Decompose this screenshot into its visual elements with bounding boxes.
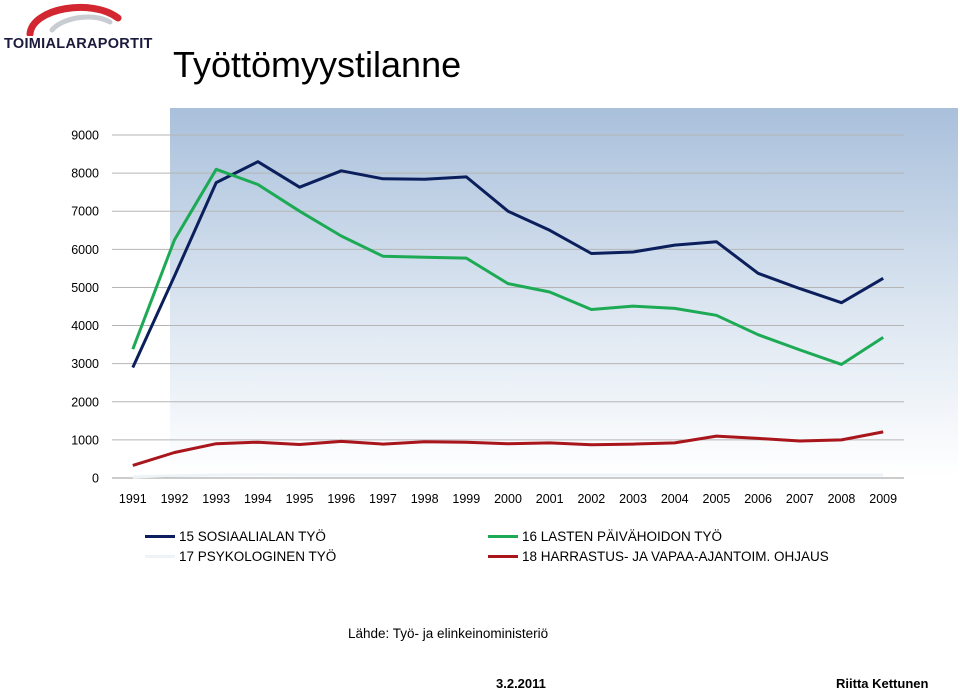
y-tick-label: 1000 bbox=[71, 433, 99, 447]
series-line-2 bbox=[131, 167, 885, 366]
legend-label: 16 LASTEN PÄIVÄHOIDON TYÖ bbox=[522, 528, 723, 544]
x-tick-label: 1997 bbox=[369, 492, 397, 506]
x-tick-label: 1992 bbox=[161, 492, 189, 506]
legend-label: 15 SOSIAALIALAN TYÖ bbox=[179, 528, 326, 544]
x-axis-ticks: 1991 1992 1993 1994 1995 1996 1997 1998 1999 2000… bbox=[119, 492, 897, 506]
x-tick-label: 2005 bbox=[703, 492, 731, 506]
legend-swatch bbox=[145, 554, 175, 558]
x-tick-label: 2000 bbox=[494, 492, 522, 506]
page-title: Työttömyystilanne bbox=[173, 44, 462, 85]
grid-lines bbox=[112, 134, 904, 479]
y-tick-label: 0 bbox=[92, 472, 99, 486]
series-line-1 bbox=[131, 160, 884, 369]
x-tick-label: 2007 bbox=[786, 492, 814, 506]
y-tick-label: 9000 bbox=[71, 129, 99, 143]
legend-item: 18 HARRASTUS- JA VAPAA-AJANTOIM. OHJAUS bbox=[488, 546, 829, 566]
legend-item: 17 PSYKOLOGINEN TYÖ bbox=[145, 546, 336, 566]
x-tick-label: 2006 bbox=[744, 492, 772, 506]
author-label: Riitta Kettunen bbox=[836, 676, 929, 691]
series-lines bbox=[131, 160, 885, 479]
x-tick-label: 2002 bbox=[577, 492, 605, 506]
x-tick-label: 2004 bbox=[661, 492, 689, 506]
x-tick-label: 2003 bbox=[619, 492, 647, 506]
date-label: 3.2.2011 bbox=[496, 676, 546, 691]
legend-label: 17 PSYKOLOGINEN TYÖ bbox=[179, 548, 337, 564]
legend-item: 15 SOSIAALIALAN TYÖ bbox=[145, 526, 326, 546]
x-tick-label: 1996 bbox=[327, 492, 355, 506]
y-tick-label: 5000 bbox=[71, 281, 99, 295]
series-line-4 bbox=[132, 430, 884, 467]
y-tick-label: 3000 bbox=[71, 357, 99, 371]
legend-item: 16 LASTEN PÄIVÄHOIDON TYÖ bbox=[488, 526, 722, 546]
legend-label: 18 HARRASTUS- JA VAPAA-AJANTOIM. OHJAUS bbox=[522, 548, 829, 564]
legend-swatch bbox=[145, 534, 175, 538]
legend-swatch bbox=[488, 554, 518, 558]
y-tick-label: 4000 bbox=[71, 319, 99, 333]
x-tick-label: 2009 bbox=[869, 492, 897, 506]
x-tick-label: 1993 bbox=[202, 492, 230, 506]
logo-arc-icon bbox=[26, 3, 122, 36]
series-line-3 bbox=[132, 473, 884, 479]
logo-text: TOIMIALARAPORTIT bbox=[4, 36, 153, 52]
x-tick-label: 1999 bbox=[452, 492, 480, 506]
y-axis-ticks: 0 1000 2000 3000 4000 5000 6000 7000 8000 9000 bbox=[71, 129, 99, 486]
x-tick-label: 1995 bbox=[286, 492, 314, 506]
source-note: Lähde: Työ- ja elinkeinoministeriö bbox=[348, 626, 549, 641]
x-tick-label: 1998 bbox=[411, 492, 439, 506]
y-tick-label: 8000 bbox=[71, 167, 99, 181]
y-tick-label: 7000 bbox=[71, 205, 99, 219]
y-tick-label: 2000 bbox=[71, 395, 99, 409]
logo: TOIMIALARAPORTIT bbox=[0, 0, 160, 56]
line-chart: 0 1000 2000 3000 4000 5000 6000 7000 8000 9000 19… bbox=[71, 108, 958, 506]
x-tick-label: 1994 bbox=[244, 492, 272, 506]
x-tick-label: 1991 bbox=[119, 492, 147, 506]
y-tick-label: 6000 bbox=[71, 243, 99, 257]
x-tick-label: 2001 bbox=[536, 492, 564, 506]
legend-swatch bbox=[488, 534, 518, 538]
plot-background bbox=[170, 108, 958, 476]
x-tick-label: 2008 bbox=[828, 492, 856, 506]
